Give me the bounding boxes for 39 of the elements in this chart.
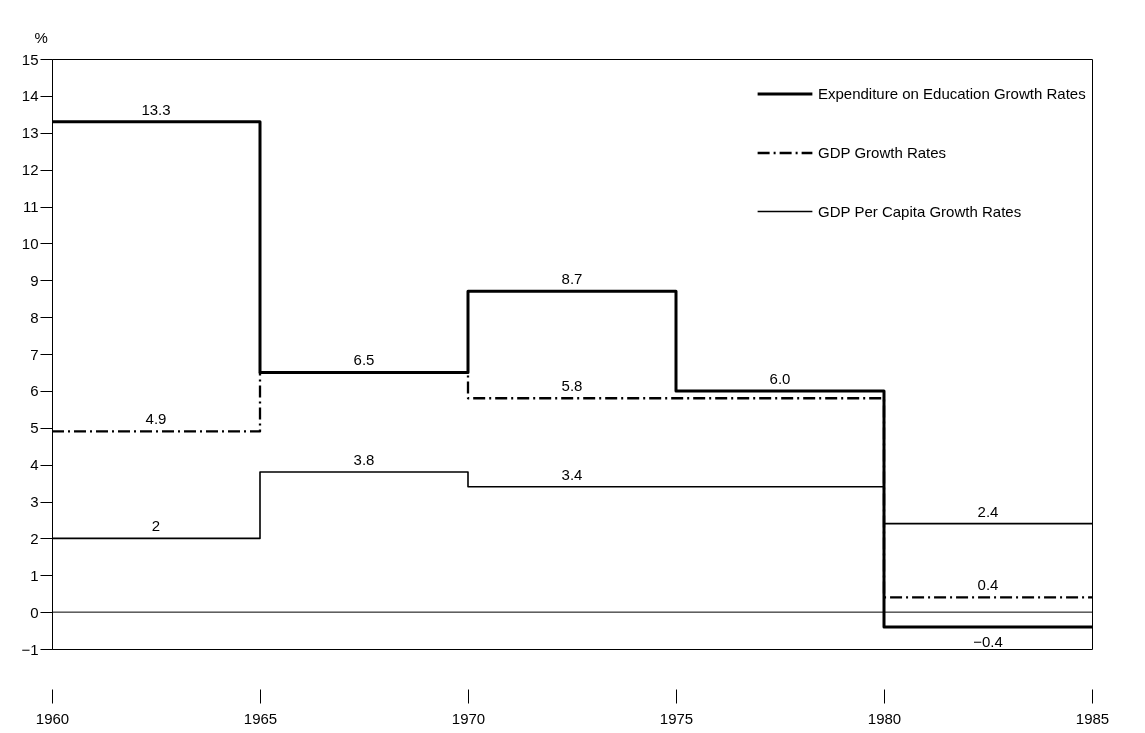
y-tick-label: 2 (30, 529, 39, 547)
y-tick-label: 7 (30, 345, 39, 363)
y-tick-label: 12 (21, 161, 39, 179)
data-label: 2 (151, 517, 161, 535)
data-label: 3.4 (561, 465, 583, 483)
data-label: 2.4 (977, 502, 999, 520)
y-tick-label: 1 (30, 566, 39, 584)
x-tick-label: 1970 (451, 709, 486, 727)
data-label: 5.8 (561, 377, 583, 395)
y-tick-label: 0 (30, 603, 39, 621)
y-axis-title: % (34, 28, 48, 46)
y-tick-label: 14 (21, 87, 39, 105)
data-label: 0.4 (977, 576, 999, 594)
x-tick-label: 1965 (243, 709, 278, 727)
y-tick-label: 13 (21, 124, 39, 142)
legend-label: Expenditure on Education Growth Rates (818, 85, 1086, 102)
y-tick-label: −1 (21, 640, 39, 658)
legend-label: GDP Per Capita Growth Rates (818, 202, 1022, 220)
legend-label: GDP Growth Rates (818, 144, 947, 161)
y-tick-label: 4 (30, 456, 39, 474)
data-label: 6.0 (769, 369, 791, 387)
y-tick-label: 9 (30, 271, 39, 289)
data-label: 4.9 (145, 410, 167, 428)
data-label: 6.5 (353, 351, 375, 369)
data-label: 8.7 (561, 270, 583, 288)
y-tick-label: 5 (30, 419, 39, 437)
x-tick-label: 1960 (35, 709, 70, 727)
data-label: −0.4 (973, 632, 1003, 650)
x-tick-label: 1975 (659, 709, 694, 727)
y-tick-label: 6 (30, 382, 39, 400)
y-tick-label: 8 (30, 308, 39, 326)
y-tick-label: 3 (30, 493, 39, 510)
data-label: 13.3 (141, 100, 171, 118)
x-tick-label: 1985 (1075, 709, 1110, 727)
y-tick-label: 10 (21, 234, 39, 252)
y-tick-label: 15 (21, 50, 39, 68)
x-tick-label: 1980 (867, 709, 902, 727)
y-tick-label: 11 (22, 198, 39, 215)
data-label: 3.8 (353, 451, 375, 468)
